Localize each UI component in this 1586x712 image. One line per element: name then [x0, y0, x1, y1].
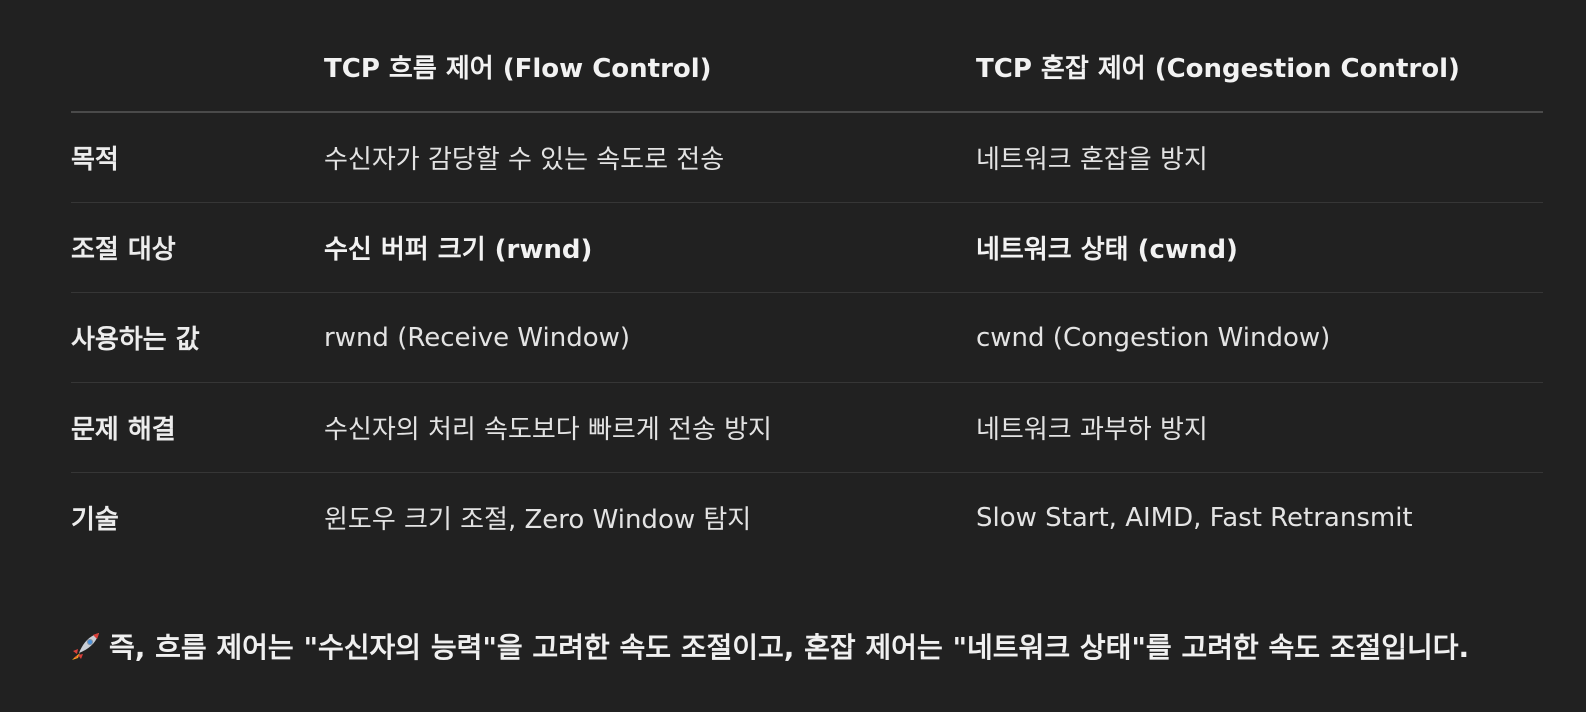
header-flow-control: TCP 흐름 제어 (Flow Control): [324, 22, 976, 113]
summary-line: 즉, 흐름 제어는 "수신자의 능력"을 고려한 속도 조절이고, 혼잡 제어는…: [69, 626, 1569, 666]
row-label: 조절 대상: [71, 202, 324, 293]
flow-cell: 수신 버퍼 크기 (rwnd): [324, 202, 976, 293]
table-row: 사용하는 값 rwnd (Receive Window) cwnd (Conge…: [71, 292, 1543, 383]
flow-cell: 수신자의 처리 속도보다 빠르게 전송 방지: [324, 382, 976, 473]
rocket-icon: [69, 629, 103, 663]
header-row: TCP 흐름 제어 (Flow Control) TCP 혼잡 제어 (Cong…: [71, 22, 1543, 113]
congestion-cell: 네트워크 상태 (cwnd): [976, 202, 1543, 293]
congestion-cell: 네트워크 혼잡을 방지: [976, 112, 1543, 203]
table-row: 기술 윈도우 크기 조절, Zero Window 탐지 Slow Start,…: [71, 473, 1543, 563]
row-label: 목적: [71, 112, 324, 203]
header-empty-cell: [71, 22, 324, 113]
table-header: TCP 흐름 제어 (Flow Control) TCP 혼잡 제어 (Cong…: [71, 22, 1543, 113]
row-label: 사용하는 값: [71, 292, 324, 383]
flow-cell: 수신자가 감당할 수 있는 속도로 전송: [324, 112, 976, 203]
comparison-table-container: TCP 흐름 제어 (Flow Control) TCP 혼잡 제어 (Cong…: [71, 22, 1543, 562]
flow-cell: rwnd (Receive Window): [324, 292, 976, 383]
table-body: 목적 수신자가 감당할 수 있는 속도로 전송 네트워크 혼잡을 방지 조절 대…: [71, 112, 1543, 562]
table-row: 조절 대상 수신 버퍼 크기 (rwnd) 네트워크 상태 (cwnd): [71, 202, 1543, 293]
table-row: 목적 수신자가 감당할 수 있는 속도로 전송 네트워크 혼잡을 방지: [71, 112, 1543, 203]
table-row: 문제 해결 수신자의 처리 속도보다 빠르게 전송 방지 네트워크 과부하 방지: [71, 382, 1543, 473]
flow-cell: 윈도우 크기 조절, Zero Window 탐지: [324, 505, 752, 535]
summary-text: 즉, 흐름 제어는 "수신자의 능력"을 고려한 속도 조절이고, 혼잡 제어는…: [109, 631, 1470, 664]
header-congestion-control: TCP 혼잡 제어 (Congestion Control): [976, 22, 1543, 113]
row-label: 기술: [71, 505, 119, 535]
congestion-cell: Slow Start, AIMD, Fast Retransmit: [976, 502, 1413, 533]
congestion-cell: cwnd (Congestion Window): [976, 292, 1543, 383]
congestion-cell: 네트워크 과부하 방지: [976, 382, 1543, 473]
row-label: 문제 해결: [71, 382, 324, 473]
comparison-table: TCP 흐름 제어 (Flow Control) TCP 혼잡 제어 (Cong…: [71, 22, 1543, 562]
